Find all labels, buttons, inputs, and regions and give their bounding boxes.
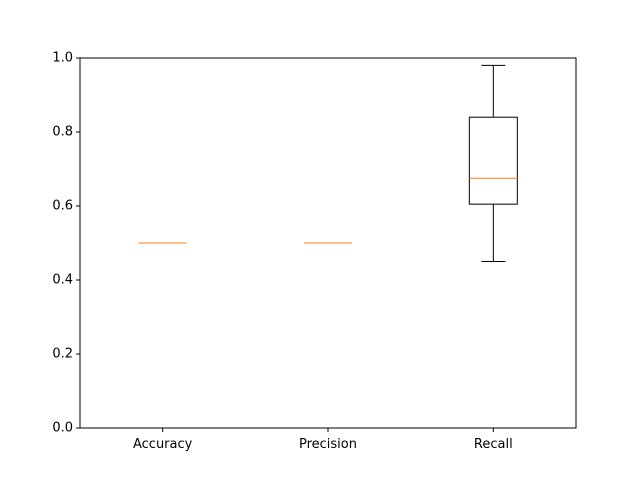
boxes-layer <box>138 64 518 262</box>
y-tick-label: 0.2 <box>52 347 73 362</box>
x-tick-label: Precision <box>299 437 357 452</box>
y-tick-label: 0.6 <box>52 199 73 214</box>
y-tick-label: 0.0 <box>52 421 73 436</box>
x-tick-label: Recall <box>474 437 513 452</box>
box-iqr <box>468 116 518 205</box>
x-tick-label: Accuracy <box>133 437 193 452</box>
y-tick-label: 0.4 <box>52 273 73 288</box>
y-axis: 0.0 0.2 0.4 0.6 0.8 1.0 <box>52 51 80 436</box>
y-tick-label: 1.0 <box>52 51 73 66</box>
x-axis: Accuracy Precision Recall <box>133 428 513 452</box>
y-tick-label: 0.8 <box>52 125 73 140</box>
